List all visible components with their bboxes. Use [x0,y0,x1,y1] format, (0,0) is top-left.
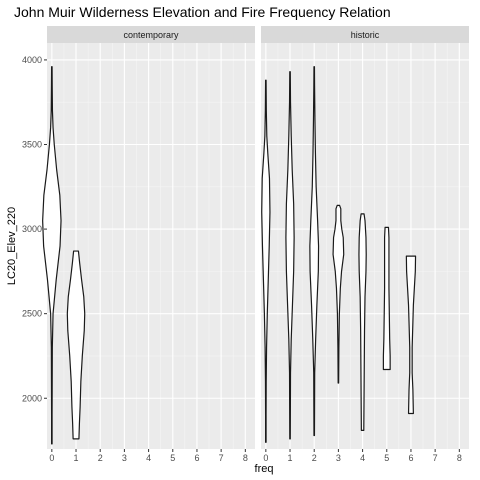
panel-contemporary: contemporary [42,26,255,449]
y-tick-label: 2000 [22,393,42,403]
violin-freq-2 [309,66,320,437]
y-axis-title: LC20_Elev_220 [6,207,18,285]
y-tick-label: 2500 [22,309,42,319]
x-tick-label: 5 [384,453,389,463]
violin-freq-0 [42,66,62,445]
x-tick-label: 7 [433,453,438,463]
x-tick-label: 3 [122,453,127,463]
x-tick-label: 3 [336,453,341,463]
x-tick-label: 6 [408,453,413,463]
x-axis-historic: 0 1 2 3 4 5 6 7 8 [263,449,462,463]
y-axis: 2000 2500 3000 3500 4000 [22,55,47,403]
x-tick-label: 6 [194,453,199,463]
x-tick-label: 2 [312,453,317,463]
strip-contemporary [47,26,255,43]
violin-freq-1 [285,71,295,440]
x-tick-label: 1 [288,453,293,463]
violins-historic [261,66,417,443]
x-tick-label: 8 [243,453,248,463]
x-axis-title: freq [255,463,274,475]
x-tick-label: 5 [170,453,175,463]
violin-freq-5 [382,226,391,371]
panel-historic: historic [261,26,469,449]
x-tick-label: 4 [146,453,151,463]
strip-historic [261,26,469,43]
x-axis-contemporary: 0 1 2 3 4 5 6 7 8 [49,449,248,463]
x-tick-label: 4 [360,453,365,463]
y-tick-label: 3000 [22,224,42,234]
x-tick-label: 0 [263,453,268,463]
violin-freq-0 [261,79,271,443]
y-tick-label: 4000 [22,55,42,65]
violin-freq-4 [358,213,367,431]
x-tick-label: 7 [219,453,224,463]
strip-label-historic: historic [351,30,380,40]
chart-title: John Muir Wilderness Elevation and Fire … [14,4,391,20]
x-tick-label: 2 [98,453,103,463]
y-tick-label: 3500 [22,140,42,150]
violin-freq-1 [66,250,86,440]
violin-freq-3 [332,204,345,384]
strip-label-contemporary: contemporary [123,30,179,40]
panel-background-contemporary [47,43,255,449]
x-tick-label: 8 [457,453,462,463]
x-tick-label: 0 [49,453,54,463]
violin-freq-6 [405,255,417,415]
violins-contemporary [42,66,86,445]
x-tick-label: 1 [74,453,79,463]
